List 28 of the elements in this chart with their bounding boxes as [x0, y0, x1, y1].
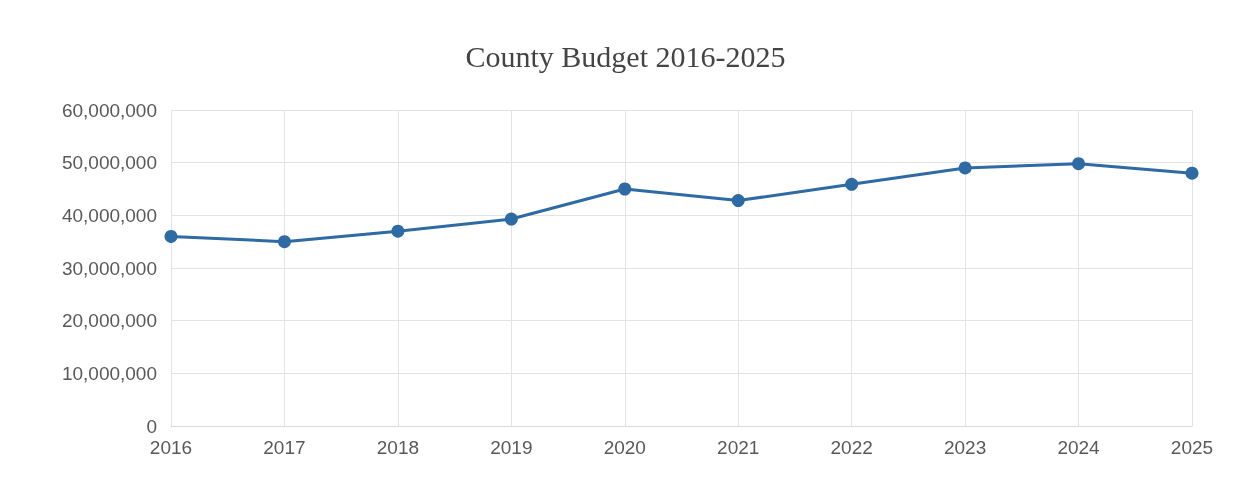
y-tick-label: 40,000,000 [61, 204, 157, 226]
x-tick-label: 2022 [830, 437, 873, 458]
x-tick-label: 2018 [376, 437, 420, 458]
x-tick-label: 2020 [603, 437, 646, 458]
x-tick-label: 2016 [149, 437, 193, 458]
chart-title: County Budget 2016-2025 [465, 39, 786, 73]
y-tick-label: 0 [146, 415, 157, 437]
y-tick-label: 50,000,000 [61, 152, 157, 174]
y-tick-label: 60,000,000 [61, 99, 157, 121]
point [1185, 166, 1199, 180]
point [958, 161, 972, 175]
y-tick-label: 20,000,000 [61, 310, 157, 332]
x-tick-label: 2017 [263, 437, 306, 458]
point [164, 229, 178, 243]
x-tick-label: 2025 [1170, 437, 1214, 458]
point [618, 182, 632, 196]
point [277, 235, 291, 249]
y-tick-label: 30,000,000 [61, 257, 157, 279]
y-tick-label: 10,000,000 [61, 362, 157, 384]
point [731, 194, 745, 208]
x-tick-label: 2021 [717, 437, 760, 458]
x-tick-label: 2019 [490, 437, 533, 458]
point [845, 177, 859, 191]
point [1072, 157, 1086, 171]
x-tick-label: 2023 [943, 437, 987, 458]
point [504, 212, 518, 226]
point [391, 224, 405, 238]
x-tick-label: 2024 [1057, 437, 1101, 458]
